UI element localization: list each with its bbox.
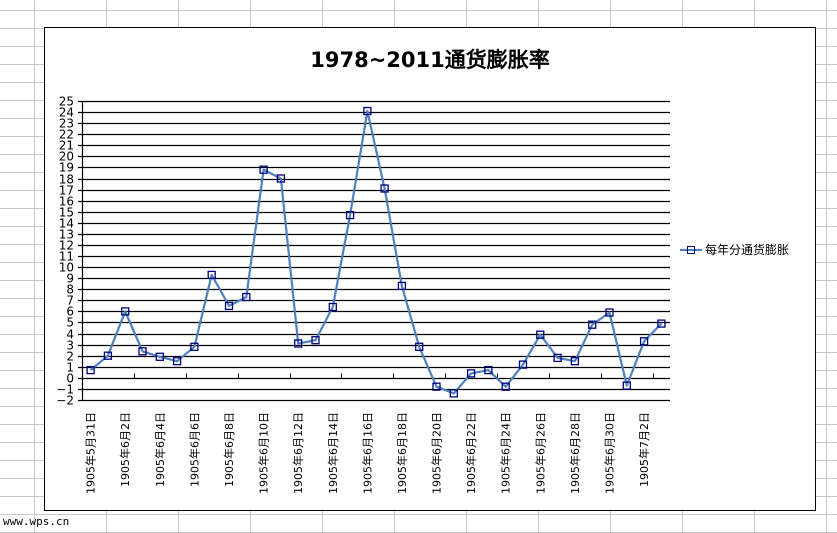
- data-point-marker[interactable]: [207, 270, 216, 280]
- data-point-marker[interactable]: [380, 184, 389, 193]
- chart-frame[interactable]: [44, 27, 816, 511]
- y-tick-label: 2: [66, 350, 74, 364]
- data-point-marker[interactable]: [328, 302, 337, 312]
- data-point-marker[interactable]: [276, 174, 286, 183]
- y-tick-label: 10: [59, 261, 74, 275]
- data-point-marker[interactable]: [501, 382, 510, 391]
- chart-title: 1978~2011通货膨胀率: [310, 48, 550, 72]
- data-point-marker[interactable]: [415, 342, 424, 351]
- y-tick-label: 18: [59, 173, 74, 187]
- y-tick-label: 7: [66, 294, 74, 308]
- data-point-marker[interactable]: [172, 357, 182, 366]
- x-tick-label: 1905年6月6日: [187, 412, 201, 487]
- data-point-marker[interactable]: [622, 381, 631, 390]
- x-tick-label: 1905年6月4日: [153, 412, 167, 487]
- data-point-marker[interactable]: [484, 365, 493, 375]
- x-tick-label: 1905年7月2日: [637, 412, 651, 487]
- data-point-marker[interactable]: [155, 352, 164, 361]
- data-point-marker[interactable]: [449, 389, 458, 398]
- y-tick-label: 20: [59, 150, 74, 164]
- data-point-marker[interactable]: [466, 369, 476, 378]
- y-tick-label: 16: [59, 195, 74, 209]
- data-point-marker[interactable]: [259, 165, 268, 174]
- y-tick-label: 6: [66, 305, 74, 319]
- data-point-marker[interactable]: [657, 319, 666, 328]
- data-point-marker[interactable]: [103, 351, 113, 360]
- data-point-marker[interactable]: [397, 281, 407, 291]
- y-tick-label: 8: [66, 283, 74, 297]
- x-tick-label: 1905年6月28日: [568, 412, 582, 494]
- y-tick-label: −1: [56, 383, 74, 397]
- data-point-marker[interactable]: [121, 307, 130, 316]
- legend-label: 每年分通货膨胀: [705, 243, 790, 257]
- x-tick-label: 1905年5月31日: [84, 412, 98, 494]
- data-point-marker[interactable]: [138, 347, 147, 356]
- y-tick-label: 0: [66, 372, 74, 386]
- data-point-marker[interactable]: [518, 360, 528, 369]
- x-tick-label: 1905年6月18日: [395, 412, 409, 494]
- data-point-marker[interactable]: [363, 106, 372, 116]
- y-tick-label: 15: [59, 206, 74, 220]
- y-tick-label: 1: [66, 361, 74, 375]
- x-tick-label: 1905年6月16日: [360, 412, 374, 494]
- data-point-marker[interactable]: [605, 308, 614, 317]
- x-tick-label: 1905年6月14日: [326, 412, 340, 494]
- y-tick-label: 25: [59, 95, 74, 109]
- data-point-marker[interactable]: [345, 210, 355, 220]
- y-tick-label: 14: [59, 217, 74, 231]
- x-tick-label: 1905年6月22日: [464, 412, 478, 494]
- x-tick-label: 1905年6月26日: [533, 412, 547, 494]
- data-point-marker[interactable]: [311, 336, 320, 345]
- data-point-marker[interactable]: [86, 365, 95, 375]
- x-tick-label: 1905年6月10日: [257, 412, 271, 494]
- series-line: [89, 109, 663, 395]
- x-tick-label: 1905年6月12日: [291, 412, 305, 494]
- data-point-marker[interactable]: [553, 353, 562, 363]
- data-point-marker[interactable]: [294, 339, 303, 348]
- x-tick-label: 1905年6月8日: [222, 412, 236, 487]
- data-point-marker[interactable]: [639, 337, 649, 346]
- legend[interactable]: 每年分通货膨胀: [680, 241, 789, 258]
- y-tick-label: 17: [59, 184, 74, 198]
- y-tick-label: 23: [59, 117, 74, 131]
- x-tick-label: 1905年6月30日: [602, 412, 616, 494]
- data-point-marker[interactable]: [588, 320, 597, 329]
- y-tick-label: 12: [59, 239, 74, 253]
- legend-line-marker-icon: [680, 243, 702, 257]
- y-tick-label: 3: [66, 339, 74, 353]
- x-tick-label: 1905年6月20日: [430, 412, 444, 494]
- y-tick-label: 11: [59, 250, 74, 264]
- y-tick-label: 21: [59, 139, 74, 153]
- x-tick-label: 1905年6月24日: [499, 412, 513, 494]
- data-point-marker[interactable]: [570, 357, 580, 366]
- y-tick-label: 4: [66, 328, 74, 342]
- y-tick-label: 13: [59, 228, 74, 242]
- y-tick-label: 24: [59, 106, 74, 120]
- data-point-marker[interactable]: [432, 382, 441, 391]
- data-point-marker[interactable]: [190, 342, 199, 351]
- y-tick-label: 19: [59, 161, 74, 175]
- y-tick-label: 22: [59, 128, 74, 142]
- data-point-marker[interactable]: [224, 301, 234, 311]
- y-tick-label: 9: [66, 272, 74, 286]
- y-tick-label: −2: [56, 394, 74, 408]
- x-tick-label: 1905年6月2日: [118, 412, 132, 487]
- data-point-marker[interactable]: [242, 292, 251, 302]
- y-tick-label: 5: [66, 316, 74, 330]
- watermark: www.wps.cn: [3, 515, 70, 528]
- data-point-marker[interactable]: [536, 330, 545, 339]
